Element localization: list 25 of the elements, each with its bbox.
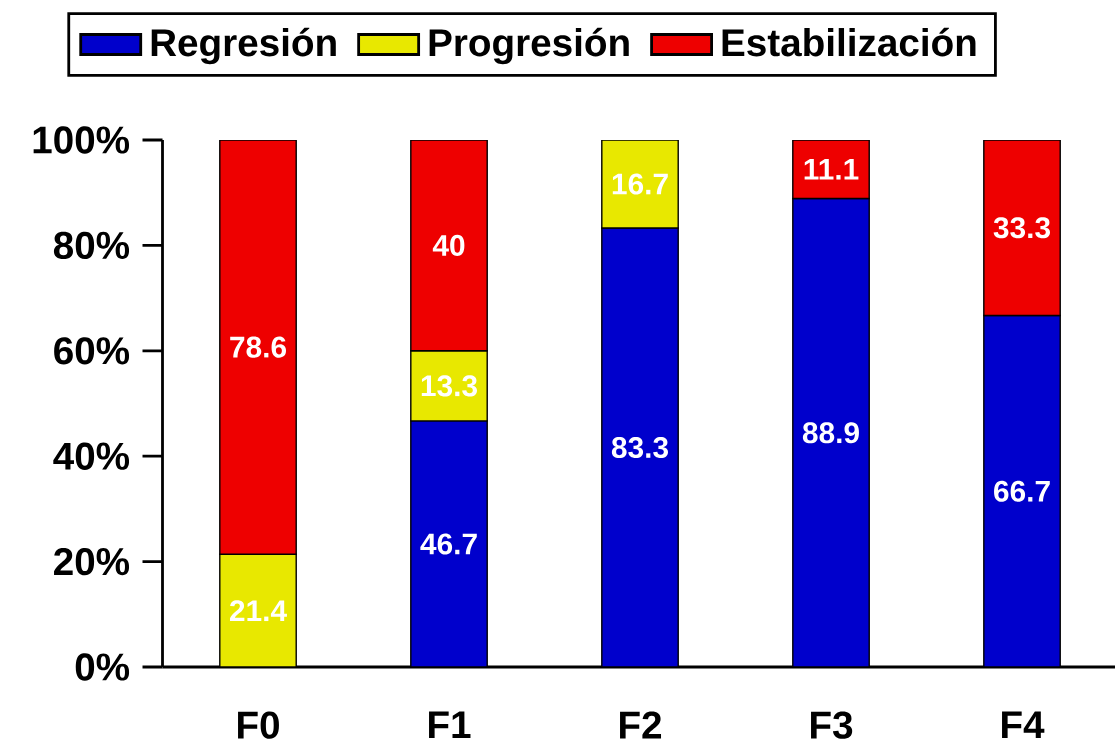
data-label: 88.9 bbox=[802, 422, 859, 444]
data-label: 11.1 bbox=[804, 158, 859, 180]
y-tick-label: 40% bbox=[53, 442, 130, 470]
data-label: 40 bbox=[432, 234, 465, 256]
data-label: 66.7 bbox=[994, 480, 1050, 502]
data-label: 21.4 bbox=[229, 600, 287, 622]
data-label: 13.3 bbox=[421, 375, 478, 397]
y-tick-label: 100% bbox=[33, 126, 130, 154]
x-tick-label: F0 bbox=[238, 711, 279, 739]
data-label: 78.6 bbox=[230, 336, 287, 358]
y-tick-label: 80% bbox=[53, 231, 130, 260]
y-tick-label: 20% bbox=[54, 547, 130, 576]
legend-label: Progresión bbox=[429, 27, 629, 65]
x-tick-label: F2 bbox=[620, 711, 662, 739]
x-tick-label: F3 bbox=[811, 711, 853, 739]
x-tick-label: F4 bbox=[1002, 711, 1045, 739]
x-tick-label: F1 bbox=[429, 711, 471, 739]
y-tick-label: 60% bbox=[54, 337, 130, 365]
legend-label: Estabilización bbox=[722, 27, 976, 57]
data-label: 16.7 bbox=[612, 173, 668, 195]
data-label: 46.7 bbox=[420, 533, 477, 555]
data-label: 33.3 bbox=[993, 217, 1051, 239]
data-label: 83.3 bbox=[611, 436, 669, 459]
y-tick-label: 0% bbox=[75, 653, 130, 681]
legend-label: Regresión bbox=[151, 27, 336, 65]
